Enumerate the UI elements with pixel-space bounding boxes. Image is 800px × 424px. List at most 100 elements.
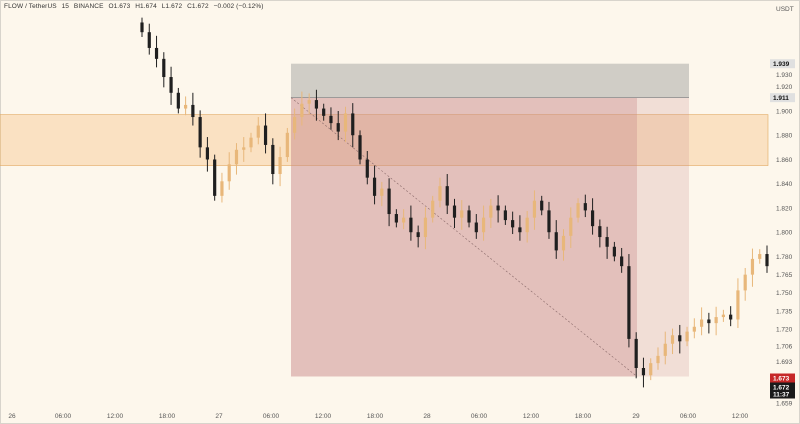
candle-body [649,363,653,376]
x-tick-label: 28 [423,413,431,420]
y-tick-label: 1.920 [776,84,793,91]
last-price-tag-bg [770,373,795,383]
candle-body [242,147,246,150]
candle-body [234,149,239,165]
y-tick-label: 1.765 [776,272,793,279]
candle-body [620,256,624,267]
candle-body [184,104,188,109]
candle-body [489,205,493,218]
candle-body [431,200,435,218]
x-tick-label: 06:00 [680,413,697,420]
x-tick-label: 12:00 [315,413,332,420]
candle-body [714,317,718,324]
candle-body [641,367,646,376]
x-tick-label: 06:00 [55,413,72,420]
candle-body [285,132,289,158]
close-value: C1.672 [187,3,209,10]
candle-body [561,235,566,251]
candle-body [438,186,442,201]
high-value: H1.674 [135,3,157,10]
y-tick-label: 1.750 [776,290,793,297]
candle-body [750,258,755,275]
x-tick-label: 06:00 [471,413,488,420]
stop-price-tag-bg [770,59,795,69]
candle-body [547,210,551,233]
candle-body [496,205,500,211]
candle-body [605,237,609,247]
candle-body [554,232,558,251]
candle-body [372,177,377,196]
candle-body [699,319,704,327]
y-tick-label: 1.780 [776,254,793,261]
candle-body [765,254,769,267]
y-tick-label: 1.735 [776,308,793,315]
candle-body [336,123,340,132]
target-zone-filled [291,97,637,377]
candle-body [481,217,486,233]
last-price-tag: 1.673 [773,375,790,382]
candle-body [162,58,166,78]
y-tick-label: 1.840 [776,181,793,188]
x-tick-label: 27 [215,413,223,420]
close-price-tag-bg [770,382,795,392]
candle-body [278,157,282,175]
entry-price-tag-bg [770,93,795,103]
candle-body [503,210,507,221]
candle-body [300,103,304,118]
candle-body [213,159,217,196]
candle-body [525,217,529,233]
candle-body [314,100,319,109]
x-tick-label: 12:00 [107,413,124,420]
candle-body [736,290,740,320]
candle-body [670,335,675,344]
candle-body [256,125,260,138]
candle-body [656,355,660,364]
candle-body [263,125,268,145]
candle-body [176,92,180,109]
candle-body [387,188,391,215]
candle-body [423,217,428,238]
candle-body [532,200,537,218]
symbol-name[interactable]: FLOW / TetherUS [4,3,57,10]
stop-price-tag: 1.939 [773,61,790,68]
candle-body [663,343,667,356]
candle-body [380,188,384,196]
x-tick-label: 18:00 [367,413,384,420]
candle-body [743,274,747,291]
candle-body [394,214,398,223]
candle-body [540,200,544,211]
candle-body [322,108,326,116]
y-tick-label: 1.800 [776,230,793,237]
target-zone[interactable] [291,97,689,377]
candle-body [474,222,478,233]
candle-body [205,147,210,160]
x-tick-label: 12:00 [523,413,540,420]
x-tick-label: 29 [632,413,640,420]
candle-body [678,335,682,342]
candle-body [511,220,515,228]
entry-price-tag: 1.911 [773,95,789,102]
change-value: −0.002 (−0.12%) [213,3,264,10]
x-tick-label: 18:00 [575,413,592,420]
stop-loss-zone[interactable] [291,63,689,98]
interval-label[interactable]: 15 [61,3,70,10]
close-price-tag: 1.672 [773,384,790,391]
candle-body [293,117,297,133]
candle-body [692,326,696,332]
x-tick-label: 12:00 [732,413,749,420]
exchange-label: BINANCE [73,3,104,10]
candle-body [627,266,631,339]
candle-body [758,254,762,259]
candle-body [685,331,689,342]
candle-body [249,137,253,148]
candle-body [343,113,348,132]
candle-body [460,210,464,218]
candle-body [198,117,202,148]
candle-body [147,32,151,48]
candle-body [721,314,725,318]
candle-body [154,47,159,59]
y-tick-label: 1.820 [776,205,793,212]
candle-body [402,217,406,223]
low-value: L1.672 [161,3,183,10]
